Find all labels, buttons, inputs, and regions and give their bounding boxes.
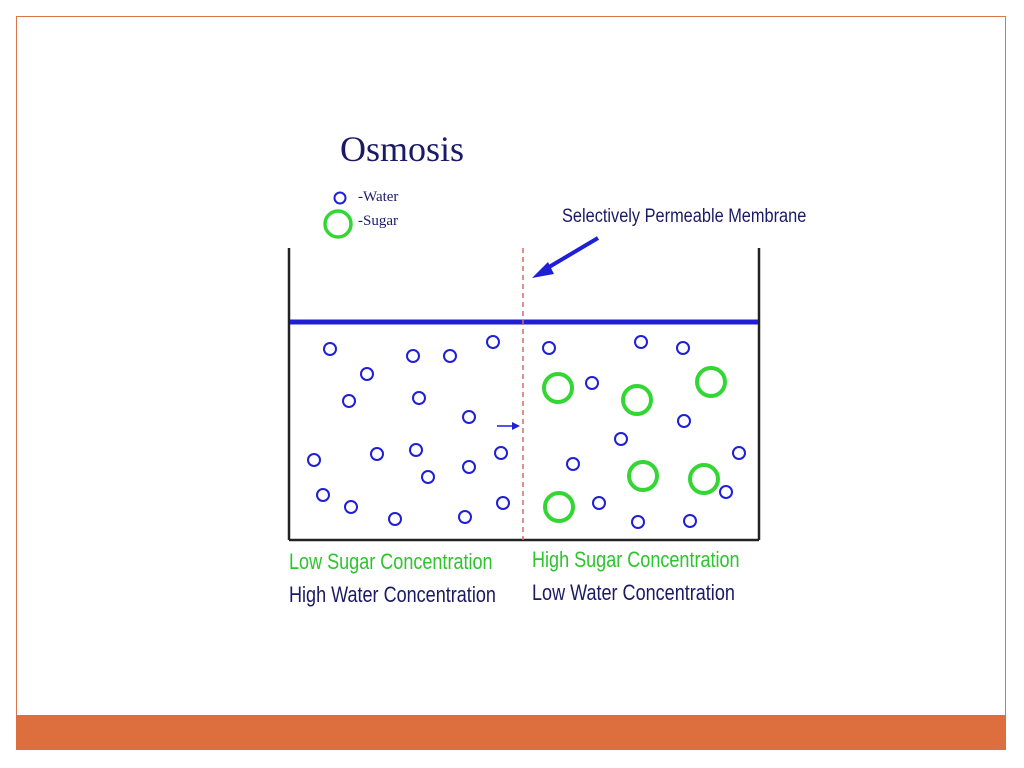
- water-molecule: [585, 376, 599, 390]
- flow-arrow-head: [512, 422, 520, 430]
- water-molecule: [342, 394, 356, 408]
- right-sugar-caption: High Sugar Concentration: [532, 547, 740, 572]
- water-molecule: [323, 342, 337, 356]
- water-molecule: [494, 446, 508, 460]
- legend-sugar-label: -Sugar: [358, 213, 398, 229]
- water-molecule: [496, 496, 510, 510]
- water-molecule: [316, 488, 330, 502]
- water-molecule: [486, 335, 500, 349]
- sugar-molecule: [621, 384, 653, 416]
- water-molecule: [614, 432, 628, 446]
- water-molecule: [412, 391, 426, 405]
- sugar-molecule: [695, 366, 727, 398]
- membrane-pointer-arrow-head: [532, 262, 554, 278]
- left-water-caption: High Water Concentration: [289, 582, 496, 607]
- legend-water-label: -Water: [358, 189, 399, 205]
- water-molecule: [443, 349, 457, 363]
- water-molecule: [406, 349, 420, 363]
- water-molecule: [677, 414, 691, 428]
- water-molecule: [592, 496, 606, 510]
- sugar-molecule: [542, 372, 574, 404]
- water-molecule: [360, 367, 374, 381]
- sugar-molecule: [627, 460, 659, 492]
- diagram-title: Osmosis: [340, 129, 465, 169]
- legend-sugar-symbol: [323, 209, 353, 239]
- left-sugar-caption: Low Sugar Concentration: [289, 549, 493, 574]
- water-molecule: [676, 341, 690, 355]
- right-water-caption: Low Water Concentration: [532, 580, 735, 605]
- water-molecule: [634, 335, 648, 349]
- water-molecule: [719, 485, 733, 499]
- sugar-molecule: [543, 491, 575, 523]
- water-molecule: [458, 510, 472, 524]
- sugar-molecule: [688, 463, 720, 495]
- water-molecule: [344, 500, 358, 514]
- water-molecule: [631, 515, 645, 529]
- water-molecule: [421, 470, 435, 484]
- membrane-pointer-arrow-shaft: [542, 236, 600, 272]
- water-molecule: [542, 341, 556, 355]
- water-molecule: [388, 512, 402, 526]
- water-molecule: [732, 446, 746, 460]
- legend-water-symbol: [333, 191, 347, 205]
- water-molecule: [307, 453, 321, 467]
- water-molecule: [462, 410, 476, 424]
- water-molecule: [370, 447, 384, 461]
- water-molecule: [409, 443, 423, 457]
- water-molecule: [566, 457, 580, 471]
- slide: [16, 16, 1006, 750]
- water-molecule: [462, 460, 476, 474]
- membrane-label: Selectively Permeable Membrane: [562, 206, 807, 227]
- water-molecule: [683, 514, 697, 528]
- footer-accent-bar: [16, 715, 1006, 750]
